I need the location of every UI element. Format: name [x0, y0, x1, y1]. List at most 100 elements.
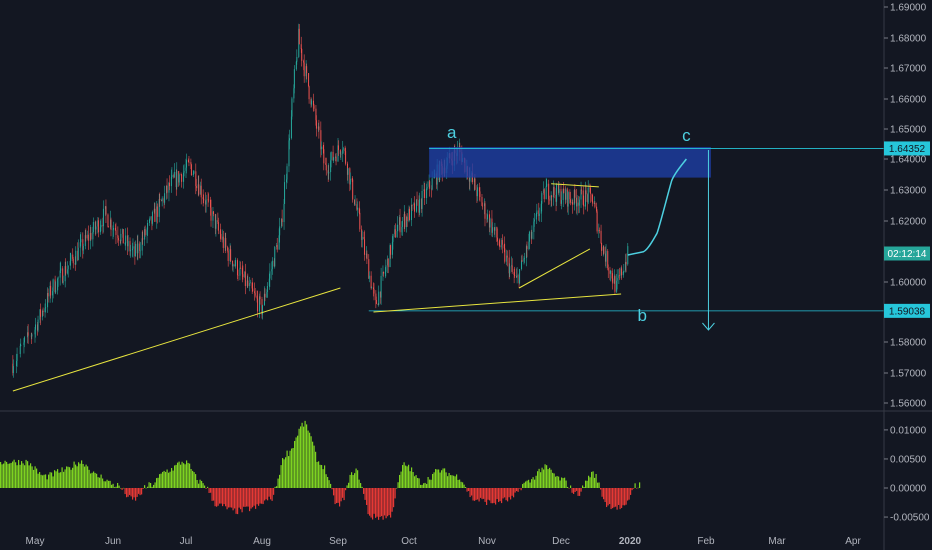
histogram-bar	[28, 465, 30, 488]
histogram-bar	[618, 488, 620, 505]
histogram-bar	[172, 470, 174, 488]
histogram-bar	[150, 483, 152, 488]
histogram-bar	[93, 471, 95, 488]
price-pane[interactable]: a b c	[12, 23, 884, 392]
candle	[565, 188, 567, 203]
candle	[99, 220, 101, 235]
histogram-bar	[264, 488, 266, 501]
histogram-bar	[591, 471, 593, 488]
histogram-bar	[598, 482, 600, 488]
resistance-zone[interactable]	[429, 147, 711, 178]
candle	[149, 218, 150, 226]
histogram-bar	[370, 488, 372, 518]
histogram-bar	[298, 428, 300, 488]
histogram-bar	[202, 483, 204, 488]
candle	[164, 185, 166, 205]
histogram-bar	[286, 450, 288, 488]
projection-path[interactable]	[627, 158, 687, 256]
histogram-bar	[336, 488, 338, 504]
candle	[618, 269, 620, 285]
candle	[342, 146, 344, 154]
histogram-bar	[211, 488, 213, 501]
histogram-bar	[457, 479, 459, 488]
histogram-bar	[346, 485, 348, 488]
time-tick: Jul	[180, 536, 193, 547]
candle	[516, 267, 518, 284]
time-axis[interactable]: May Jun Jul Aug Sep Oct Nov Dec 2020 Feb Mar Apr	[26, 536, 862, 547]
histogram-bar	[18, 459, 20, 488]
histogram-bar	[495, 488, 497, 505]
price-tick: 1.60000	[884, 278, 927, 289]
oscillator-pane[interactable]	[0, 420, 641, 520]
histogram-bar	[637, 487, 639, 489]
candle	[225, 232, 227, 254]
histogram-bar	[231, 488, 233, 508]
histogram-bar	[552, 472, 554, 488]
candle	[370, 271, 372, 290]
histogram-bar	[570, 485, 572, 488]
candle	[318, 119, 320, 139]
candle	[247, 273, 249, 288]
candle	[279, 217, 281, 243]
histogram-bar	[609, 488, 611, 505]
histogram-bar	[580, 488, 582, 492]
histogram-bar	[442, 468, 444, 488]
trend-line[interactable]	[12, 287, 341, 392]
candle	[242, 265, 244, 280]
histogram-bar	[585, 480, 587, 488]
histogram-bar	[445, 472, 447, 488]
candle	[320, 121, 322, 158]
histogram-bar	[160, 473, 162, 488]
candle	[23, 336, 25, 348]
histogram-bar	[597, 482, 599, 488]
histogram-bar	[537, 471, 539, 488]
candle	[612, 273, 614, 290]
histogram-bar	[601, 488, 603, 497]
candle	[42, 307, 44, 316]
svg-text:1.68000: 1.68000	[890, 34, 927, 45]
histogram-bar	[289, 450, 291, 488]
histogram-bar	[100, 474, 102, 488]
histogram-bar	[196, 479, 198, 488]
histogram-bar	[375, 488, 377, 518]
candle	[44, 303, 46, 318]
candle	[598, 227, 600, 234]
candle	[536, 203, 538, 217]
oscillator-tick: -0.00500	[884, 513, 930, 524]
price-axis[interactable]: 1.69000 1.68000 1.67000 1.66000 1.65000 1.640…	[884, 3, 930, 410]
candle	[426, 181, 428, 191]
trend-line[interactable]	[551, 183, 599, 188]
histogram-bar	[210, 488, 212, 493]
histogram-bar	[462, 482, 464, 488]
candle	[77, 239, 79, 261]
trend-line[interactable]	[518, 248, 591, 289]
histogram-bar	[115, 486, 117, 488]
histogram-bar	[22, 463, 24, 488]
candle	[491, 222, 493, 238]
candle	[481, 202, 483, 210]
candle	[538, 207, 540, 222]
trend-line[interactable]	[373, 293, 622, 313]
histogram-bar	[288, 456, 290, 488]
candle	[504, 243, 506, 264]
candle	[97, 217, 99, 238]
oscillator-axis[interactable]: 0.01000 0.00500 0.00000 -0.00500	[884, 425, 930, 524]
histogram-bar	[414, 476, 416, 488]
histogram-bar	[144, 485, 146, 488]
candle	[57, 277, 59, 295]
target-arrow[interactable]	[702, 150, 715, 331]
histogram-bar	[208, 488, 210, 493]
histogram-bar	[582, 485, 584, 488]
histogram-bar	[564, 477, 566, 488]
time-tick: Sep	[329, 536, 347, 547]
histogram-bar	[568, 488, 570, 489]
histogram-bar	[450, 475, 452, 488]
time-tick: Nov	[478, 536, 496, 547]
candle	[359, 208, 361, 232]
histogram-bar	[607, 488, 609, 506]
candle	[264, 288, 266, 302]
histogram-bar	[63, 471, 65, 488]
candle	[609, 270, 611, 282]
histogram-bar	[90, 473, 92, 488]
histogram-bar	[360, 483, 362, 488]
